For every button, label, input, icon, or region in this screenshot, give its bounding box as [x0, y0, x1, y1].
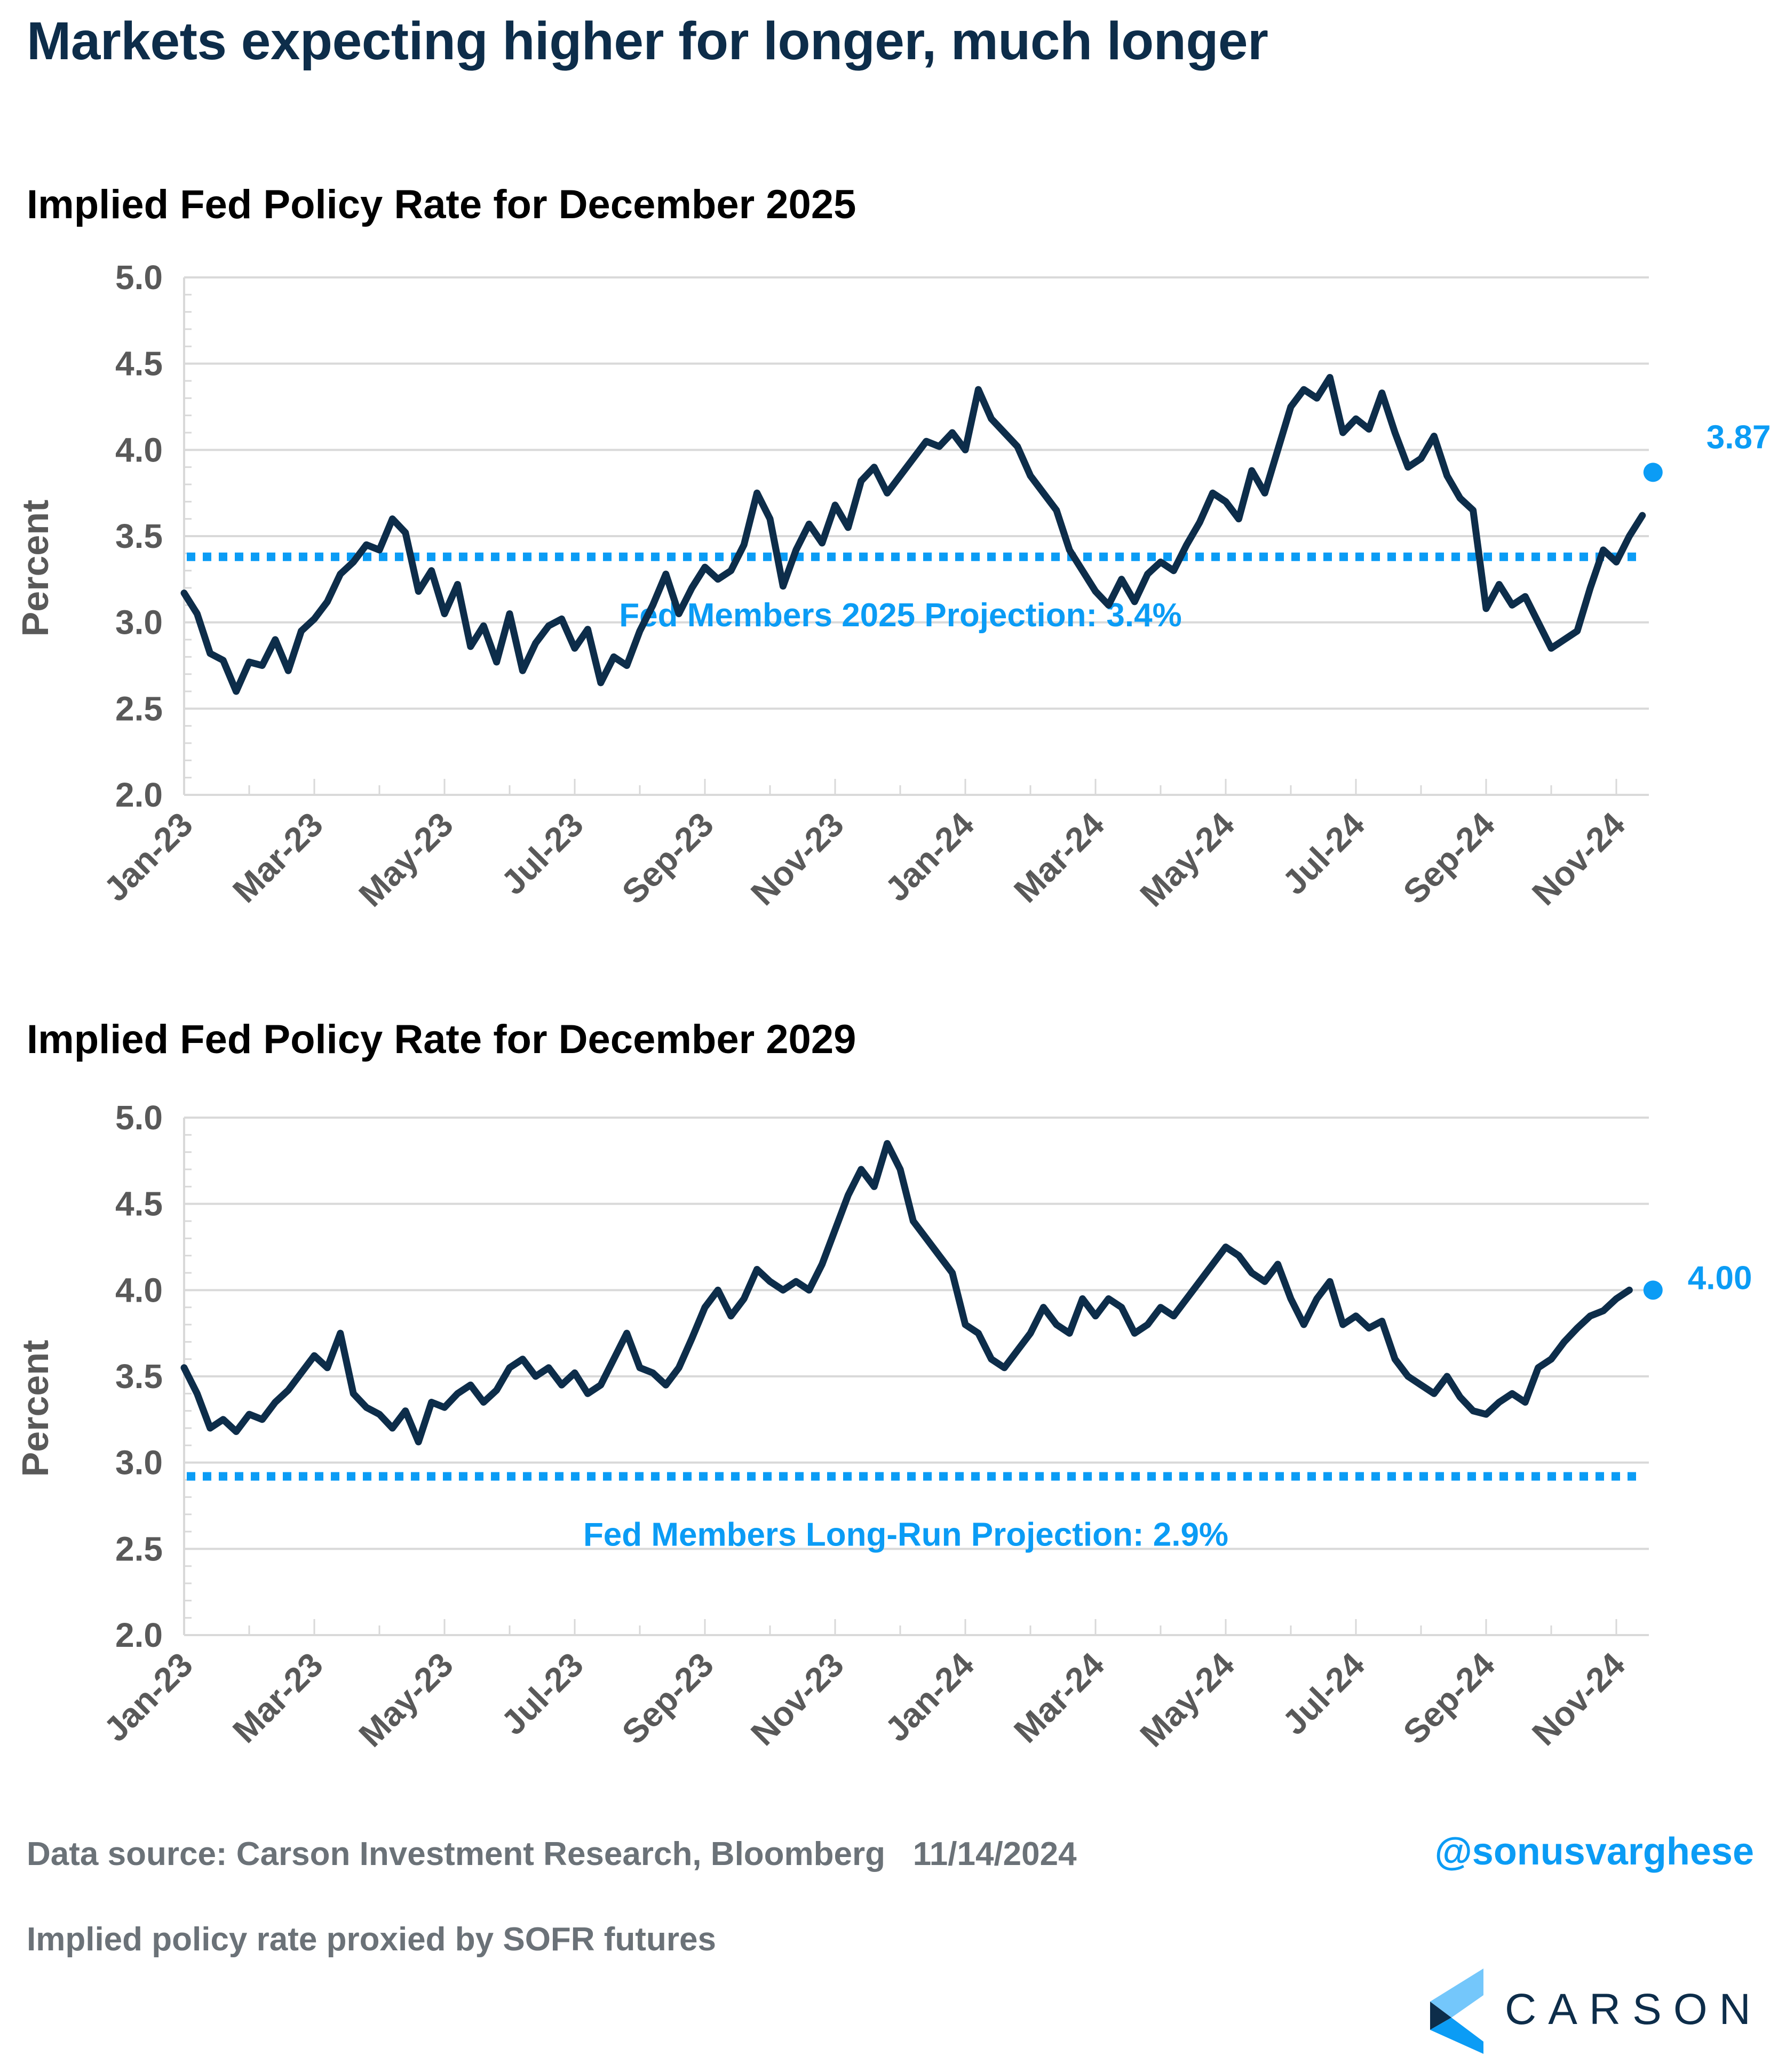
carson-logo: CARSON	[1430, 1969, 1751, 2054]
x-tick-label: Sep-23	[615, 805, 721, 911]
y-tick-label: 4.5	[115, 345, 163, 383]
end-value-label: 3.87	[1706, 419, 1770, 456]
x-tick-label: Jan-23	[97, 1645, 200, 1749]
y-tick-label: 3.0	[115, 603, 163, 642]
chart-1-title: Implied Fed Policy Rate for December 202…	[27, 182, 856, 227]
page-title: Markets expecting higher for longer, muc…	[27, 11, 1268, 71]
x-tick-label: Sep-23	[615, 1645, 721, 1751]
x-tick-label: Sep-24	[1396, 805, 1503, 912]
x-tick-label: Mar-24	[1006, 1645, 1112, 1750]
x-tick-label: Jan-24	[878, 1645, 982, 1749]
series-line	[180, 1140, 1633, 1446]
end-point-marker	[1643, 463, 1663, 482]
x-tick-label: May-24	[1133, 1645, 1242, 1755]
y-axis-label: Percent	[14, 500, 56, 637]
y-tick-label: 2.5	[115, 1529, 163, 1568]
y-tick-label: 3.0	[115, 1444, 163, 1482]
x-tick-label: Mar-23	[225, 805, 330, 910]
y-tick-label: 2.0	[115, 776, 163, 814]
x-tick-label: Jan-24	[878, 805, 982, 909]
y-tick-label: 3.5	[115, 517, 163, 555]
chart-1-dec-2025: 2.0 2.5 3.0 3.5 4.0 4.5 5.0 Jan-23 Mar-23 May-23 J…	[14, 258, 1770, 914]
x-tick-label: Jan-23	[97, 805, 200, 909]
y-axis-label: Percent	[14, 1340, 56, 1477]
projection-label: Fed Members 2025 Projection: 3.4%	[619, 597, 1181, 634]
x-tick-label: Jul-24	[1275, 1645, 1372, 1742]
x-tick-label: Sep-24	[1396, 1645, 1503, 1752]
methodology-note: Implied policy rate proxied by SOFR futu…	[27, 1921, 716, 1958]
carson-logo-icon	[1430, 1969, 1483, 2054]
y-tick-label: 5.0	[115, 258, 163, 297]
x-tick-label: Nov-24	[1525, 805, 1632, 913]
x-tick-label: May-23	[352, 1645, 461, 1754]
x-tick-label: Mar-23	[225, 1645, 330, 1750]
chart-2-dec-2029: 2.0 2.5 3.0 3.5 4.0 4.5 5.0 Jan-23 Mar-23 May-23 J…	[14, 1098, 1752, 1755]
y-tick-label: 4.0	[115, 1271, 163, 1309]
x-tick-label: Jul-24	[1275, 805, 1372, 902]
x-tick-label: Mar-24	[1006, 805, 1112, 910]
projection-label: Fed Members Long-Run Projection: 2.9%	[583, 1517, 1228, 1553]
x-tick-label: Jul-23	[494, 805, 591, 902]
x-tick-label: Nov-23	[743, 1645, 851, 1753]
y-tick-label: 2.5	[115, 689, 163, 728]
y-tick-label: 4.0	[115, 431, 163, 469]
series-line	[180, 374, 1646, 695]
x-tick-label: Nov-24	[1525, 1645, 1632, 1753]
x-tick-label: May-23	[352, 805, 461, 914]
x-tick-label: Nov-23	[743, 805, 851, 913]
y-tick-label: 4.5	[115, 1185, 163, 1223]
y-tick-label: 5.0	[115, 1098, 163, 1137]
y-tick-label: 3.5	[115, 1357, 163, 1396]
carson-logo-text: CARSON	[1505, 1985, 1763, 2034]
end-value-label: 4.00	[1688, 1260, 1752, 1296]
y-tick-label: 2.0	[115, 1616, 163, 1654]
twitter-handle[interactable]: @sonusvarghese	[1434, 1830, 1754, 1873]
end-point-marker	[1643, 1280, 1663, 1300]
x-tick-label: May-24	[1133, 805, 1242, 914]
x-tick-label: Jul-23	[494, 1645, 591, 1742]
data-source-note: Data source: Carson Investment Research,…	[27, 1836, 1077, 1872]
chart-2-title: Implied Fed Policy Rate for December 202…	[27, 1017, 856, 1062]
